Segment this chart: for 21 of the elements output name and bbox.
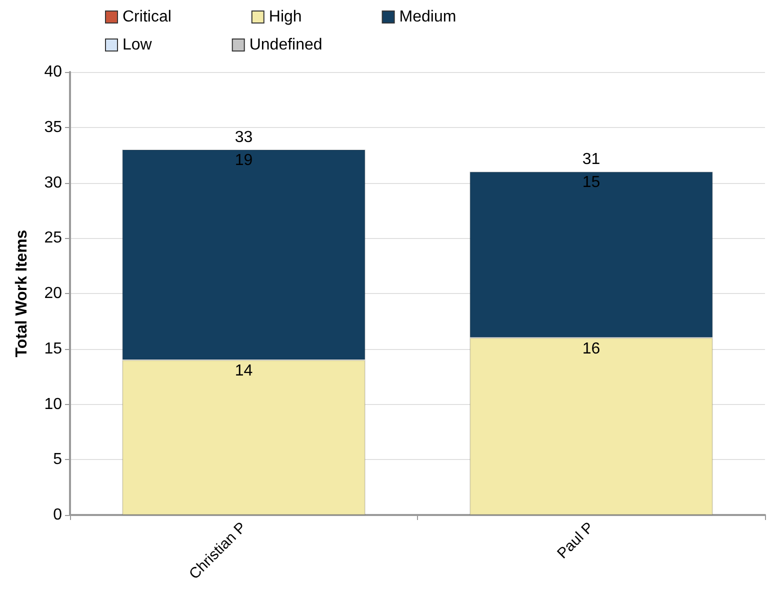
data-label: 15 <box>582 174 600 192</box>
y-tick-label: 35 <box>44 118 62 136</box>
y-axis-title: Total Work Items <box>14 230 30 358</box>
y-tick-label: 0 <box>53 506 62 524</box>
y-tick-label: 5 <box>53 451 62 468</box>
y-tick-label: 25 <box>44 230 62 247</box>
total-label: 31 <box>582 151 600 168</box>
data-label: 19 <box>234 152 253 170</box>
y-tick-label: 15 <box>44 340 62 358</box>
y-tick-label: 30 <box>44 174 62 192</box>
legend-label: Undefined <box>249 36 322 54</box>
legend-label: Low <box>122 36 152 54</box>
legend-label: Medium <box>399 8 456 26</box>
y-tick-label: 20 <box>44 285 62 302</box>
y-tick-label: 40 <box>44 64 62 80</box>
y-tick-label: 10 <box>44 396 62 413</box>
legend-label: High <box>268 8 302 26</box>
data-label: 14 <box>234 362 253 380</box>
data-label: 16 <box>582 340 600 358</box>
legend-label: Critical <box>122 8 172 26</box>
total-label: 33 <box>234 129 253 146</box>
